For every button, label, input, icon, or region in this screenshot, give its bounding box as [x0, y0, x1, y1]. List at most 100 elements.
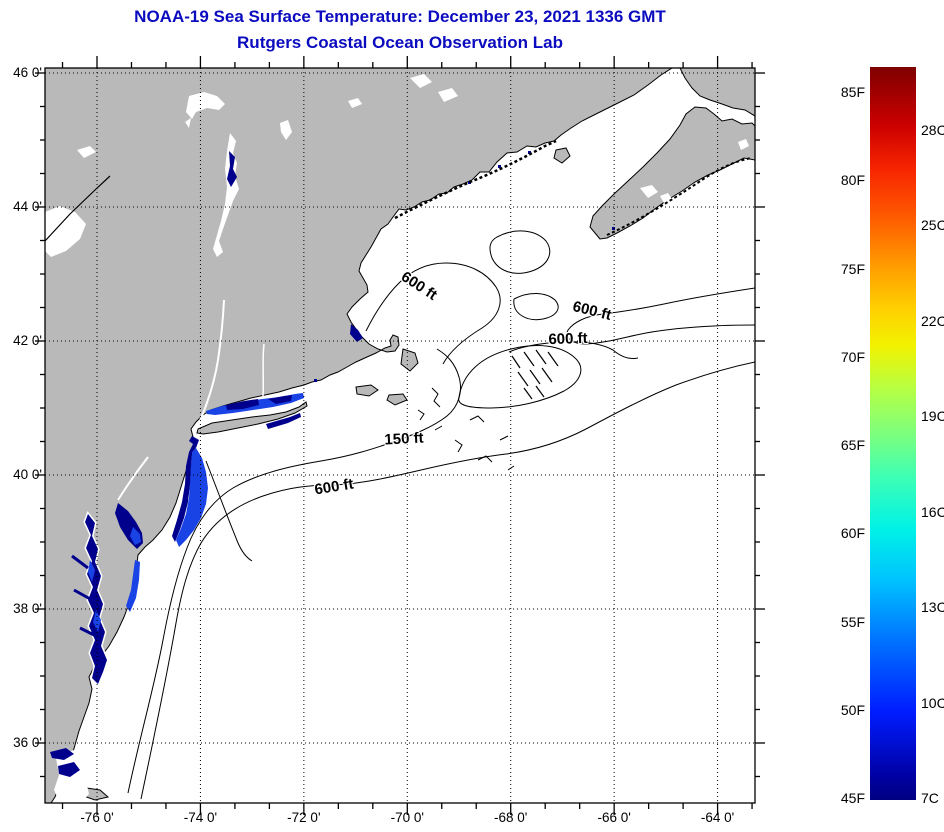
- ns-lake: [738, 139, 749, 150]
- colorbar-fahrenheit-label: 45F: [840, 790, 865, 806]
- map-border: [44, 67, 756, 804]
- x-tick-label: -72 0': [287, 810, 321, 825]
- sst-patches: [50, 151, 615, 777]
- sst-albemarle: [58, 762, 80, 777]
- map-title: NOAA-19 Sea Surface Temperature: Decembe…: [45, 4, 755, 56]
- ns-lake: [640, 185, 658, 198]
- cloud-patch: [410, 74, 432, 88]
- contour-squiggle: [499, 435, 509, 441]
- sst-delaware-bay-bright: [130, 527, 141, 545]
- x-tick-label: -70 0': [390, 810, 424, 825]
- axis-ticks: [35, 56, 765, 815]
- sst-ny-harbor: [189, 436, 199, 448]
- sst-li-south-fork: [266, 413, 301, 429]
- contour-ne-channel: [566, 287, 755, 345]
- x-tick-label: -74 0': [183, 810, 218, 825]
- sst-li-sound-dark: [268, 395, 292, 404]
- st-lawrence-line: [45, 175, 111, 242]
- land-long-island: [196, 401, 308, 435]
- colorbar-fahrenheit-label: 55F: [840, 613, 865, 630]
- y-tick-label: 44 0': [13, 199, 42, 214]
- jagged-coast: [394, 139, 753, 236]
- connecticut-river: [262, 343, 265, 397]
- sst-delaware-coast: [126, 560, 140, 612]
- delaware-river: [117, 456, 149, 501]
- land-marthas-vineyard: [355, 384, 379, 397]
- contour-depth-label: 600 ft: [548, 329, 588, 349]
- land-cape-shoal: [400, 348, 419, 372]
- bathymetry-contours: [127, 230, 755, 800]
- y-tick-label: 42 0': [13, 333, 42, 348]
- colorbar-celsius-label: 10C: [921, 694, 944, 711]
- land-nova-scotia: [589, 106, 755, 240]
- colorbar-celsius-label: 22C: [921, 312, 944, 329]
- pamlico-sound: [54, 750, 93, 803]
- cloud-patch: [280, 120, 292, 140]
- contour-maine-600ft: [365, 262, 501, 365]
- ns-lake: [660, 193, 672, 203]
- x-tick-label: -64 0': [700, 810, 735, 825]
- contour-600ft-shelf: [140, 361, 755, 800]
- sst-potomac: [71, 554, 89, 570]
- land-nantucket: [386, 393, 408, 406]
- x-tick-label: -76 0': [80, 810, 114, 825]
- contour-squiggle: [417, 409, 425, 421]
- temperature-colorbar: [870, 67, 916, 800]
- land-grand-manan: [553, 147, 571, 164]
- colorbar-celsius-label: 19C: [921, 408, 944, 425]
- colorbar-fahrenheit-label: 75F: [840, 260, 865, 277]
- x-tick-label: -66 0': [597, 810, 631, 825]
- sst-speck: [498, 165, 501, 168]
- sst-speck: [612, 227, 615, 230]
- contour-georges-basin: [513, 293, 559, 321]
- cloud-patch: [348, 98, 362, 108]
- sst-nj-plume-dark: [172, 444, 196, 542]
- sst-river-arm: [73, 588, 93, 602]
- cloud-patch: [186, 92, 225, 119]
- y-tick-label: 40 0': [13, 467, 42, 482]
- title-line-2: Rutgers Coastal Ocean Observation Lab: [237, 33, 563, 52]
- ns-coast-speckle: [606, 157, 753, 236]
- sst-chesapeake-bright: [88, 560, 95, 582]
- x-tick-label: -68 0': [494, 810, 528, 825]
- colorbar-celsius-label: 7C: [921, 790, 939, 806]
- lake-ontario: [45, 206, 86, 257]
- y-tick-label: 38 0': [13, 601, 42, 616]
- colorbar-celsius-label: 25C: [921, 217, 944, 234]
- rivers: [117, 299, 265, 501]
- colorbar-celsius-label: 13C: [921, 599, 944, 616]
- colorbar-fahrenheit-label: 50F: [840, 701, 865, 718]
- contour-squiggle: [469, 415, 485, 423]
- colorbar-celsius-label: 28C: [921, 122, 944, 138]
- colorbar-celsius-label: 16C: [921, 503, 944, 520]
- colorbar-fahrenheit-label: 60F: [840, 525, 865, 542]
- colorbar-fahrenheit-label: 70F: [840, 348, 865, 365]
- contour-squiggle: [477, 455, 493, 463]
- grid-lines: [45, 68, 755, 803]
- sst-james-river: [50, 748, 74, 760]
- contour-hudson-valley: [205, 460, 253, 562]
- sst-river-arm: [79, 626, 97, 638]
- shoal-hatching: [511, 349, 559, 400]
- title-line-1: NOAA-19 Sea Surface Temperature: Decembe…: [134, 7, 666, 26]
- colorbar-fahrenheit-label: 80F: [840, 172, 865, 189]
- contour-jordan-basin: [489, 230, 551, 274]
- y-tick-label: 46 0': [13, 65, 42, 80]
- sst-champlain: [227, 151, 237, 187]
- sst-speck: [528, 151, 531, 154]
- cloud-patch: [438, 88, 458, 102]
- contour-squiggle: [434, 425, 443, 431]
- sst-li-sound-dark: [226, 399, 259, 410]
- maine-coast-speckle: [394, 139, 557, 220]
- sst-plymouth: [350, 324, 363, 342]
- hudson-river: [195, 299, 225, 431]
- y-tick-label: 36 0': [13, 735, 42, 750]
- cloud-patch: [185, 118, 191, 128]
- colorbar-fahrenheit-label: 65F: [840, 437, 865, 453]
- sst-speck: [314, 379, 317, 382]
- colorbar-fahrenheit-label: 85F: [840, 84, 865, 100]
- cloud-patch: [77, 146, 96, 158]
- contour-georges-bank: [458, 345, 582, 409]
